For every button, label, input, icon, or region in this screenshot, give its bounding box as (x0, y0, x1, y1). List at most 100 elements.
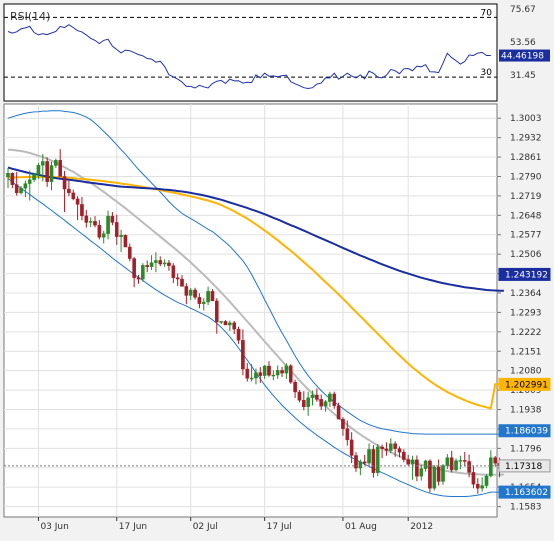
candle-body (336, 405, 341, 420)
candle-body (145, 265, 150, 267)
candle-body (45, 161, 49, 182)
date-tick-label: 02 Jul (193, 522, 218, 532)
candle-body (441, 465, 445, 482)
candle-body (214, 300, 219, 323)
candle-body (371, 449, 376, 473)
candle-body (436, 466, 441, 482)
date-tick-label: 03 Jun (40, 522, 68, 532)
candle-body (432, 466, 437, 489)
price-value-box (498, 377, 551, 391)
candle-body (262, 365, 267, 376)
series-ma_blue (7, 166, 504, 292)
price-tick-label: 1.2151 (510, 347, 542, 357)
candle-body (141, 265, 145, 280)
price-tick-label: 1.2506 (510, 250, 542, 260)
price-value-box (498, 424, 551, 438)
candle-body (389, 443, 393, 451)
rsi-title: RSI(14) (10, 10, 50, 23)
candle-body (158, 260, 163, 265)
candle-body (23, 183, 28, 189)
candle-body (245, 368, 250, 379)
price-layer (4, 104, 504, 517)
candle-body (293, 381, 297, 393)
candle-body (358, 461, 363, 469)
date-tick-label: 2012 (410, 522, 433, 532)
candle-body (54, 160, 58, 166)
candle-body (197, 297, 202, 304)
candle-body (349, 439, 354, 456)
candle-body (454, 460, 458, 471)
candle-body (49, 165, 54, 182)
candle-body (310, 394, 315, 398)
candle-body (275, 370, 280, 376)
candle-body (180, 278, 184, 287)
axis-layer: 75.67 53.56 31.45 44.46198 1.3003 1.2932 1.286… (37, 5, 551, 532)
date-tick-label: 01 Aug (345, 522, 377, 532)
candle-body (341, 418, 345, 429)
rsi-panel (3, 3, 498, 102)
date-tick-label: 17 Jun (119, 522, 147, 532)
candle-body (19, 188, 23, 194)
candle-body (14, 184, 19, 194)
candle-body (119, 235, 123, 237)
candle-body (75, 198, 80, 205)
candle-body (332, 393, 337, 406)
series-ma_orange (7, 176, 504, 410)
rsi-level-label: 70 (481, 8, 493, 18)
candle-body (241, 340, 245, 370)
candle-body (154, 260, 158, 263)
rsi-line (7, 24, 491, 90)
candle-body (127, 246, 132, 259)
candle-body (258, 372, 263, 376)
candle-body (97, 224, 102, 238)
candle-body (249, 377, 254, 380)
candle-body (228, 322, 232, 326)
candle-body (319, 399, 324, 407)
rsi-level-label: 30 (481, 68, 493, 78)
candle-body (297, 391, 302, 401)
candle-body (423, 460, 428, 469)
candle-body (193, 289, 197, 298)
rsi-current-label: 44.46198 (501, 52, 544, 62)
candle-body (123, 235, 128, 248)
candle-body (6, 172, 10, 178)
candle-body (162, 262, 167, 265)
candle-body (167, 262, 171, 266)
candle-body (449, 457, 454, 471)
candle-body (415, 459, 419, 477)
candle-body (84, 215, 89, 223)
price-tick-label: 1.1583 (510, 503, 542, 513)
candle-body (271, 374, 276, 377)
series-bollinger_upper (7, 110, 504, 435)
candle-body (484, 475, 489, 486)
candle-body (201, 301, 206, 304)
candle-body (36, 165, 41, 175)
candle-body (136, 277, 141, 280)
candle-body (62, 176, 67, 190)
candle-body (406, 459, 411, 465)
candle-body (188, 289, 193, 296)
rsi-tick-label: 31.45 (510, 71, 536, 81)
rsi-tick-label: 53.56 (510, 38, 536, 48)
candle-body (493, 457, 498, 464)
candle-body (458, 460, 463, 462)
candle-body (93, 221, 97, 226)
candle-body (354, 455, 358, 469)
price-tick-label: 1.2222 (510, 328, 542, 338)
price-value-label: 1.186039 (505, 427, 548, 437)
candle-body (184, 286, 189, 296)
candle-body (284, 365, 289, 374)
price-tick-label: 1.2080 (510, 367, 542, 377)
price-value-label: 1.163602 (505, 488, 548, 498)
candle-body (175, 277, 180, 280)
price-value-label: 1.243192 (505, 270, 548, 280)
candle-body (41, 161, 45, 166)
candle-body (467, 461, 471, 473)
rsi-current-box (499, 49, 550, 62)
candle-body (323, 401, 328, 407)
candle-body (106, 215, 110, 234)
candle-body (280, 370, 284, 374)
rsi-layer: 70 30 (4, 8, 497, 90)
candle-body (345, 428, 350, 441)
candle-body (219, 321, 223, 323)
